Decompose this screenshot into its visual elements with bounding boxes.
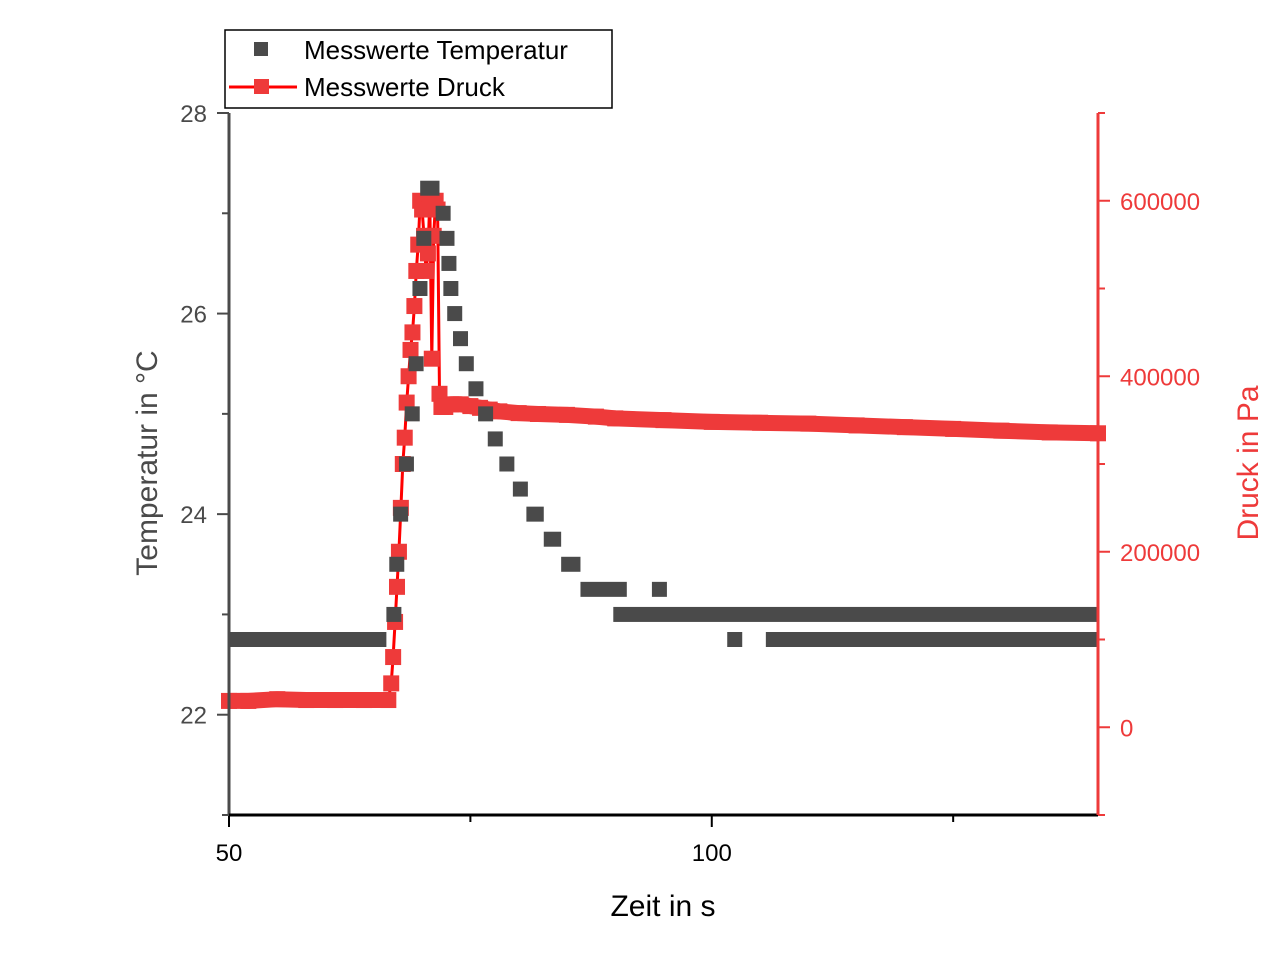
temperature-point xyxy=(499,456,515,472)
pressure-band-start xyxy=(229,691,389,709)
temperature-point xyxy=(416,230,432,246)
pressure-series xyxy=(221,192,1106,709)
pressure-point xyxy=(400,368,417,385)
pressure-point xyxy=(385,649,402,666)
legend-label-pressure: Messwerte Druck xyxy=(304,72,506,102)
temperature-point xyxy=(389,556,405,572)
pressure-point xyxy=(402,341,419,358)
pressure-point xyxy=(383,675,400,692)
y-left-tick-label: 22 xyxy=(180,703,207,730)
pressure-point xyxy=(404,324,421,341)
pressure-point xyxy=(419,245,436,262)
temperature-point xyxy=(412,281,428,296)
legend-marker-pressure xyxy=(254,79,269,94)
temperature-point xyxy=(561,556,581,572)
temperature-point xyxy=(398,456,414,472)
y-left-tick-label: 26 xyxy=(180,302,207,329)
temperature-point xyxy=(408,356,424,372)
temperature-point xyxy=(478,406,494,422)
temperature-point xyxy=(765,632,1098,647)
x-tick-label: 50 xyxy=(216,840,243,867)
temperature-series xyxy=(229,180,1098,647)
temperature-point xyxy=(543,531,562,547)
pressure-point xyxy=(423,350,440,367)
pressure-line xyxy=(229,200,1099,703)
temperature-point xyxy=(443,281,459,296)
x-tick-label: 100 xyxy=(692,840,732,867)
temperature-point xyxy=(229,632,387,647)
temperature-point xyxy=(435,205,451,221)
x-axis-title: Zeit in s xyxy=(610,890,715,923)
temperature-point xyxy=(420,180,440,196)
y-right-axis-title: Druck in Pa xyxy=(1232,385,1265,540)
pressure-point xyxy=(417,262,434,279)
temperature-point xyxy=(386,606,402,622)
pressure-band xyxy=(437,396,1099,442)
temperature-point xyxy=(453,331,469,347)
temperature-point xyxy=(458,356,474,372)
temperature-point xyxy=(487,431,503,447)
temperature-point xyxy=(404,406,420,422)
legend-label-temperature: Messwerte Temperatur xyxy=(304,35,568,65)
y-right-tick-label: 400000 xyxy=(1120,364,1200,391)
axes: 50 100 22 24 26 28 0 200000 400000 600000 xyxy=(180,101,1200,867)
y-right-tick-label: 0 xyxy=(1120,715,1133,742)
temperature-point xyxy=(393,506,409,522)
temperature-point xyxy=(651,581,667,597)
pressure-point xyxy=(396,429,413,446)
y-right-tick-label: 600000 xyxy=(1120,189,1200,216)
pressure-point xyxy=(389,578,406,595)
legend-box xyxy=(224,29,613,109)
y-left-axis-title: Temperatur in °C xyxy=(131,350,164,575)
y-left-tick-label: 24 xyxy=(180,502,207,529)
temperature-point xyxy=(512,481,528,497)
temperature-point xyxy=(613,606,1098,622)
temperature-point xyxy=(580,581,627,597)
temperature-point xyxy=(439,230,455,246)
legend: Messwerte Temperatur Messwerte Druck xyxy=(224,29,613,109)
temperature-point xyxy=(447,306,463,322)
temperature-point xyxy=(468,381,484,397)
temperature-point xyxy=(727,632,743,647)
temperature-point xyxy=(526,506,544,522)
y-right-tick-label: 200000 xyxy=(1120,540,1200,567)
y-left-tick-label: 28 xyxy=(180,101,207,128)
pressure-point xyxy=(390,543,407,560)
pressure-point xyxy=(406,298,423,315)
temperature-point xyxy=(441,255,457,271)
legend-marker-temperature xyxy=(254,42,268,56)
